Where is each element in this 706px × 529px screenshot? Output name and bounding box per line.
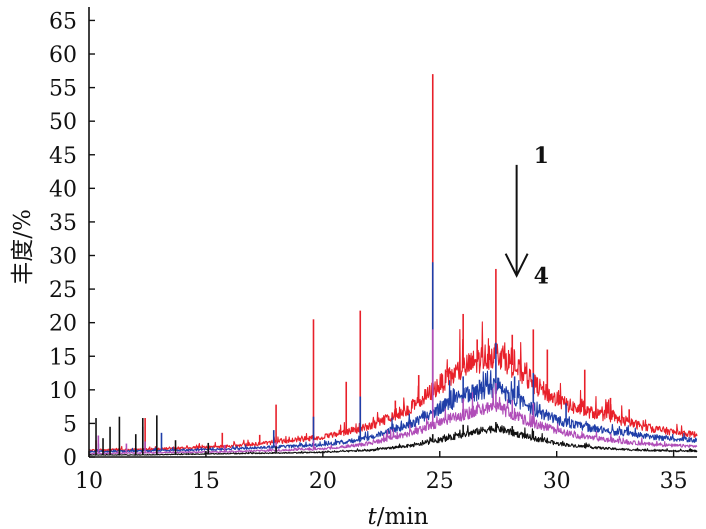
y-tick-label-60: 60 — [49, 43, 77, 68]
y-tick-label-50: 50 — [49, 110, 77, 135]
series-3 — [88, 329, 698, 455]
y-tick-label-10: 10 — [49, 379, 77, 404]
x-tick-label-20: 20 — [309, 469, 337, 494]
y-tick-label-25: 25 — [49, 278, 77, 303]
series-2-trace — [88, 370, 698, 453]
annotation-label-1: 1 — [534, 143, 549, 169]
x-tick-label-15: 15 — [192, 469, 220, 494]
series-1 — [88, 74, 698, 452]
y-axis-title: 丰度/% — [10, 209, 36, 285]
axes-layer: 10 15 20 25 30 35 0 5 10 15 20 25 30 35 40 45 50 55 60 65 t/… — [10, 7, 697, 529]
y-tick-label-65: 65 — [49, 9, 77, 34]
x-tick-label-30: 30 — [543, 469, 571, 494]
series-1-trace — [88, 321, 698, 452]
y-tick-label-35: 35 — [49, 211, 77, 236]
trend-arrow-head — [504, 253, 529, 278]
y-tick-label-45: 45 — [49, 144, 77, 169]
x-tick-label-35: 35 — [660, 469, 688, 494]
x-tick-label-10: 10 — [75, 469, 103, 494]
series-4-trace — [88, 423, 698, 456]
y-tick-label-15: 15 — [49, 345, 77, 370]
annotation-label-4: 4 — [534, 264, 549, 290]
series-layer — [88, 74, 698, 456]
series-3-trace — [88, 388, 698, 455]
x-axis-title: t/min — [368, 504, 429, 529]
y-tick-label-30: 30 — [49, 245, 77, 270]
y-tick-label-55: 55 — [49, 77, 77, 102]
series-2 — [88, 262, 698, 453]
y-tick-label-20: 20 — [49, 312, 77, 337]
annotation-layer: 14 — [504, 143, 549, 290]
y-tick-label-40: 40 — [49, 177, 77, 202]
y-tick-label-5: 5 — [63, 412, 77, 437]
series-4 — [88, 415, 698, 456]
x-tick-label-25: 25 — [426, 469, 454, 494]
y-tick-label-0: 0 — [63, 446, 77, 471]
